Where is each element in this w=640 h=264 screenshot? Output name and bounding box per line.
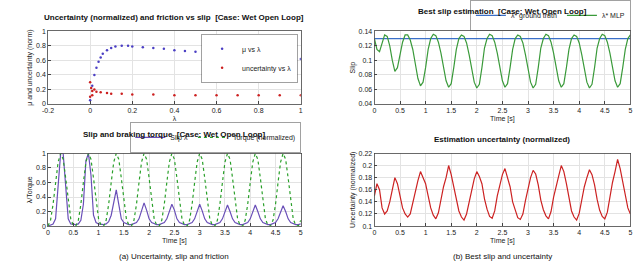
svg-text:0.06: 0.06	[359, 86, 373, 93]
svg-text:4.5: 4.5	[600, 229, 610, 236]
svg-text:0: 0	[372, 107, 376, 114]
svg-text:3.5: 3.5	[220, 229, 230, 236]
svg-text:Uncertainty (normalized): Uncertainty (normalized)	[349, 152, 357, 228]
svg-text:λ* ground truth: λ* ground truth	[511, 12, 557, 20]
svg-text:1.5: 1.5	[446, 229, 456, 236]
svg-text:0: 0	[46, 229, 50, 236]
svg-text:(b) Best slip and uncertainty: (b) Best slip and uncertainty	[453, 252, 552, 261]
svg-text:0.5: 0.5	[395, 107, 405, 114]
svg-text:3.5: 3.5	[549, 107, 559, 114]
svg-text:0: 0	[88, 107, 92, 114]
svg-text:Best slip estimation [Case: W: Best slip estimation [Case: Wet Open Loo…	[418, 7, 587, 16]
svg-text:-0.2: -0.2	[42, 107, 54, 114]
svg-text:1: 1	[97, 229, 101, 236]
svg-text:Slip λ: Slip λ	[170, 134, 188, 142]
svg-text:1.5: 1.5	[446, 107, 456, 114]
svg-text:Time [s]: Time [s]	[490, 115, 515, 123]
svg-text:2.5: 2.5	[170, 229, 180, 236]
svg-text:λ/Torque: λ/Torque	[26, 176, 34, 203]
svg-text:λ* MLP: λ* MLP	[602, 12, 625, 19]
svg-text:0.14: 0.14	[359, 198, 373, 205]
svg-text:0.1: 0.1	[362, 223, 372, 230]
svg-text:0.2: 0.2	[127, 107, 137, 114]
svg-text:4: 4	[577, 107, 581, 114]
svg-text:5: 5	[628, 229, 632, 236]
svg-text:μ vs λ: μ vs λ	[242, 46, 261, 54]
svg-text:0.22: 0.22	[359, 150, 373, 157]
svg-text:1: 1	[42, 150, 46, 157]
svg-text:5: 5	[299, 229, 303, 236]
svg-text:4: 4	[248, 229, 252, 236]
svg-text:1.5: 1.5	[119, 229, 129, 236]
svg-text:Uncertainty (normalized) and f: Uncertainty (normalized) and friction vs…	[44, 13, 304, 22]
svg-text:2.5: 2.5	[498, 107, 508, 114]
svg-text:4.5: 4.5	[600, 107, 610, 114]
svg-text:Estimation uncertainty (normal: Estimation uncertainty (normalized)	[434, 135, 570, 144]
svg-text:0.5: 0.5	[68, 229, 78, 236]
svg-text:2: 2	[475, 107, 479, 114]
svg-text:5: 5	[628, 107, 632, 114]
svg-text:0: 0	[42, 100, 46, 107]
svg-text:0.14: 0.14	[359, 28, 373, 35]
svg-text:uncertainty vs λ: uncertainty vs λ	[242, 65, 291, 73]
svg-text:0.8: 0.8	[36, 164, 46, 171]
svg-text:1: 1	[424, 107, 428, 114]
svg-text:2: 2	[475, 229, 479, 236]
svg-text:0.2: 0.2	[362, 162, 372, 169]
svg-text:0.5: 0.5	[395, 229, 405, 236]
svg-text:0.4: 0.4	[36, 71, 46, 78]
svg-text:2.5: 2.5	[498, 229, 508, 236]
svg-text:Slip: Slip	[349, 62, 357, 74]
svg-text:2: 2	[147, 229, 151, 236]
svg-text:μ and uncertainty (norm): μ and uncertainty (norm)	[26, 29, 34, 105]
svg-text:Time [s]: Time [s]	[162, 237, 187, 245]
svg-text:4.5: 4.5	[271, 229, 281, 236]
svg-text:0.18: 0.18	[359, 174, 373, 181]
svg-text:0.2: 0.2	[36, 86, 46, 93]
svg-text:0.04: 0.04	[359, 100, 373, 107]
svg-text:Slip and braking torque [Case: Slip and braking torque [Case: Wet Open …	[83, 130, 265, 139]
svg-text:0.12: 0.12	[359, 42, 373, 49]
svg-text:0.6: 0.6	[212, 107, 222, 114]
svg-text:3: 3	[526, 229, 530, 236]
svg-text:0.2: 0.2	[36, 208, 46, 215]
svg-text:1: 1	[299, 107, 303, 114]
svg-text:(a) Uncertainty, slip and fric: (a) Uncertainty, slip and friction	[119, 252, 229, 261]
svg-text:Time [s]: Time [s]	[490, 237, 515, 245]
svg-text:Torque (normalized): Torque (normalized)	[233, 134, 295, 142]
svg-text:0: 0	[42, 223, 46, 230]
svg-text:3.5: 3.5	[549, 229, 559, 236]
svg-text:0.6: 0.6	[36, 57, 46, 64]
svg-text:0.12: 0.12	[359, 210, 373, 217]
svg-text:0.8: 0.8	[254, 107, 264, 114]
svg-text:0.6: 0.6	[36, 179, 46, 186]
svg-text:0.16: 0.16	[359, 186, 373, 193]
svg-text:3: 3	[526, 107, 530, 114]
svg-text:4: 4	[577, 229, 581, 236]
svg-text:0.1: 0.1	[362, 57, 372, 64]
svg-text:0.8: 0.8	[36, 42, 46, 49]
svg-text:0: 0	[372, 229, 376, 236]
svg-text:0.4: 0.4	[36, 193, 46, 200]
svg-text:1: 1	[42, 28, 46, 35]
svg-text:1: 1	[424, 229, 428, 236]
svg-text:3: 3	[198, 229, 202, 236]
svg-text:0.4: 0.4	[170, 107, 180, 114]
svg-text:λ: λ	[173, 115, 177, 122]
svg-text:0.08: 0.08	[359, 71, 373, 78]
